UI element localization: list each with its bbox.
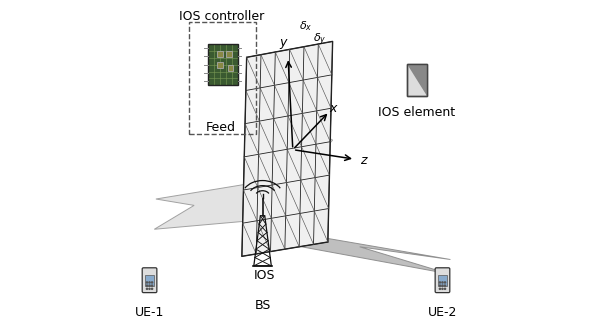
Bar [217, 51, 223, 57]
Bar [208, 44, 238, 85]
Bar [227, 65, 233, 71]
Circle shape [442, 288, 443, 289]
Circle shape [146, 282, 147, 283]
Circle shape [149, 282, 150, 283]
Text: $x$: $x$ [329, 102, 339, 115]
Polygon shape [242, 42, 333, 256]
Circle shape [146, 285, 147, 286]
Bar [438, 275, 447, 287]
Circle shape [445, 288, 446, 289]
FancyBboxPatch shape [435, 268, 450, 293]
Text: UE-2: UE-2 [428, 306, 457, 319]
Text: $y$: $y$ [279, 37, 289, 51]
Polygon shape [155, 182, 263, 229]
Circle shape [439, 285, 440, 286]
Bar [189, 22, 256, 134]
Circle shape [439, 282, 440, 283]
Circle shape [149, 288, 150, 289]
Text: $\delta_x$: $\delta_x$ [299, 20, 313, 33]
Circle shape [445, 282, 446, 283]
Text: IOS: IOS [253, 269, 275, 282]
Circle shape [152, 282, 153, 283]
Text: BS: BS [255, 299, 271, 312]
Text: $\delta_y$: $\delta_y$ [313, 32, 326, 48]
Text: IOS element: IOS element [378, 106, 456, 119]
Polygon shape [293, 232, 451, 274]
Text: UE-1: UE-1 [135, 306, 164, 319]
Text: Feed: Feed [205, 121, 236, 134]
Circle shape [149, 285, 150, 286]
Bar [407, 64, 427, 96]
Circle shape [152, 285, 153, 286]
Bar [407, 64, 427, 96]
FancyBboxPatch shape [142, 268, 157, 293]
Circle shape [445, 285, 446, 286]
Circle shape [146, 288, 147, 289]
Circle shape [152, 288, 153, 289]
Circle shape [439, 288, 440, 289]
Circle shape [442, 282, 443, 283]
Polygon shape [263, 115, 333, 220]
Bar [145, 275, 154, 287]
Bar [217, 62, 223, 68]
Circle shape [442, 285, 443, 286]
Text: IOS controller: IOS controller [179, 10, 264, 23]
Polygon shape [407, 64, 427, 96]
Text: $z$: $z$ [360, 154, 368, 167]
Bar [226, 51, 231, 57]
